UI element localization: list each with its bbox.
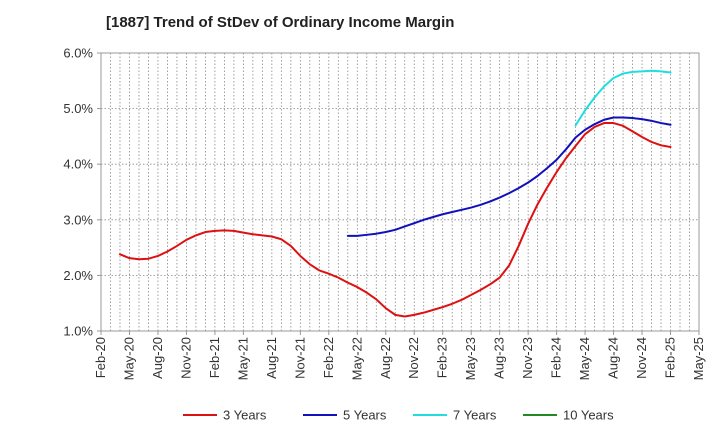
x-tick-label: Nov-24 xyxy=(634,337,649,379)
legend-label-3-years: 3 Years xyxy=(223,408,267,423)
x-tick-label: Nov-22 xyxy=(406,337,421,379)
series-line-7-years xyxy=(574,69,672,127)
x-tick-label: Aug-23 xyxy=(492,337,507,379)
x-tick-label: May-22 xyxy=(349,337,364,380)
x-tick-label: May-20 xyxy=(121,337,136,380)
x-tick-label: Feb-24 xyxy=(549,337,564,378)
series-line-5-years xyxy=(346,116,672,237)
x-tick-label: Feb-23 xyxy=(435,337,450,378)
y-tick-label: 5.0% xyxy=(63,101,93,116)
x-tick-label: Feb-22 xyxy=(321,337,336,378)
x-tick-label: May-25 xyxy=(691,337,706,380)
x-tick-label: Nov-23 xyxy=(520,337,535,379)
legend-label-5-years: 5 Years xyxy=(343,408,387,423)
plot-frame xyxy=(100,52,700,332)
x-tick-label: Aug-22 xyxy=(378,337,393,379)
x-tick-label: Nov-21 xyxy=(292,337,307,379)
x-tick-label: Aug-21 xyxy=(264,337,279,379)
x-tick-label: May-24 xyxy=(577,337,592,380)
x-tick-label: Feb-20 xyxy=(93,337,108,378)
y-tick-label: 4.0% xyxy=(63,157,93,172)
y-tick-label: 1.0% xyxy=(63,324,93,339)
x-tick-label: Feb-21 xyxy=(207,337,222,378)
y-tick-label: 2.0% xyxy=(63,268,93,283)
legend-label-7-years: 7 Years xyxy=(453,408,497,423)
x-tick-label: Aug-20 xyxy=(150,337,165,379)
chart-title: [1887] Trend of StDev of Ordinary Income… xyxy=(106,14,455,31)
series-line-3-years xyxy=(118,122,672,318)
x-tick-label: May-23 xyxy=(463,337,478,380)
x-tick-label: Nov-20 xyxy=(178,337,193,379)
x-tick-label: Aug-24 xyxy=(606,337,621,379)
y-tick-label: 6.0% xyxy=(63,46,93,61)
legend-label-10-years: 10 Years xyxy=(563,408,614,423)
x-tick-label: Feb-25 xyxy=(663,337,678,378)
y-tick-label: 3.0% xyxy=(63,212,93,227)
x-tick-label: May-21 xyxy=(235,337,250,380)
